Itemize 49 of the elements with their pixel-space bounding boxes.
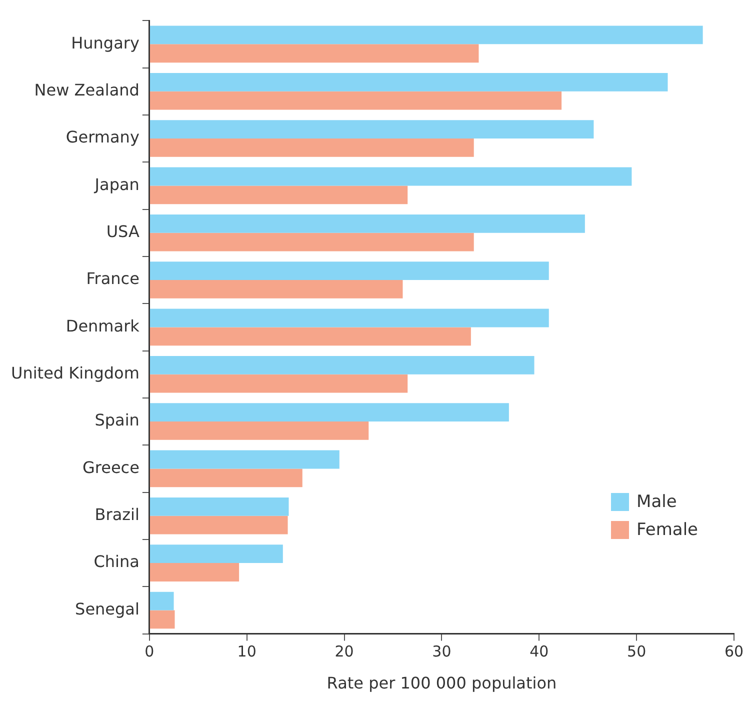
- bar: [150, 280, 403, 298]
- y-tick-label: France: [86, 269, 140, 288]
- y-tick-label: New Zealand: [34, 80, 140, 100]
- bar: [150, 26, 703, 44]
- x-tick-label: 30: [432, 642, 452, 661]
- legend-label: Female: [636, 520, 698, 540]
- bar: [150, 610, 175, 629]
- y-tick-label: Senegal: [75, 599, 140, 618]
- y-tick-label: Japan: [94, 174, 140, 194]
- x-tick-label: 40: [530, 642, 549, 661]
- bar: [150, 468, 302, 488]
- bar: [150, 167, 632, 186]
- x-tick-label: 50: [627, 642, 646, 661]
- bar: [150, 262, 549, 280]
- y-tick-label: Hungary: [71, 33, 140, 52]
- bar: [150, 327, 471, 346]
- bar: [150, 356, 534, 374]
- legend-label: Male: [636, 492, 677, 512]
- y-tick-label: China: [94, 552, 140, 572]
- bar: [150, 308, 549, 328]
- bar: [150, 214, 585, 233]
- bar: [150, 563, 240, 582]
- y-tick-label: Germany: [66, 128, 140, 147]
- bar: [150, 516, 288, 534]
- bar: [150, 232, 474, 252]
- bar: [150, 72, 668, 92]
- bar: [150, 403, 509, 422]
- bar: [150, 422, 369, 440]
- x-tick-label: 10: [237, 642, 256, 661]
- bar: [150, 186, 408, 204]
- bar: [150, 592, 174, 610]
- x-tick-label: 20: [334, 642, 354, 661]
- bar: [150, 544, 283, 564]
- y-tick-label: Greece: [82, 458, 140, 477]
- y-tick-label: Spain: [94, 410, 140, 430]
- bar: [150, 44, 479, 63]
- bar: [150, 91, 562, 110]
- bar: [150, 120, 594, 139]
- y-tick-label: Denmark: [66, 316, 140, 336]
- bar: [150, 497, 289, 516]
- bar: [150, 138, 474, 157]
- y-tick-label: Brazil: [94, 505, 140, 524]
- bar: [150, 374, 408, 393]
- x-tick-label: 0: [144, 642, 154, 661]
- x-axis-title: Rate per 100 000 population: [326, 674, 557, 693]
- bar: [150, 450, 340, 469]
- x-tick-label: 60: [724, 642, 744, 661]
- y-tick-label: United Kingdom: [11, 364, 140, 383]
- y-tick-label: USA: [106, 222, 140, 242]
